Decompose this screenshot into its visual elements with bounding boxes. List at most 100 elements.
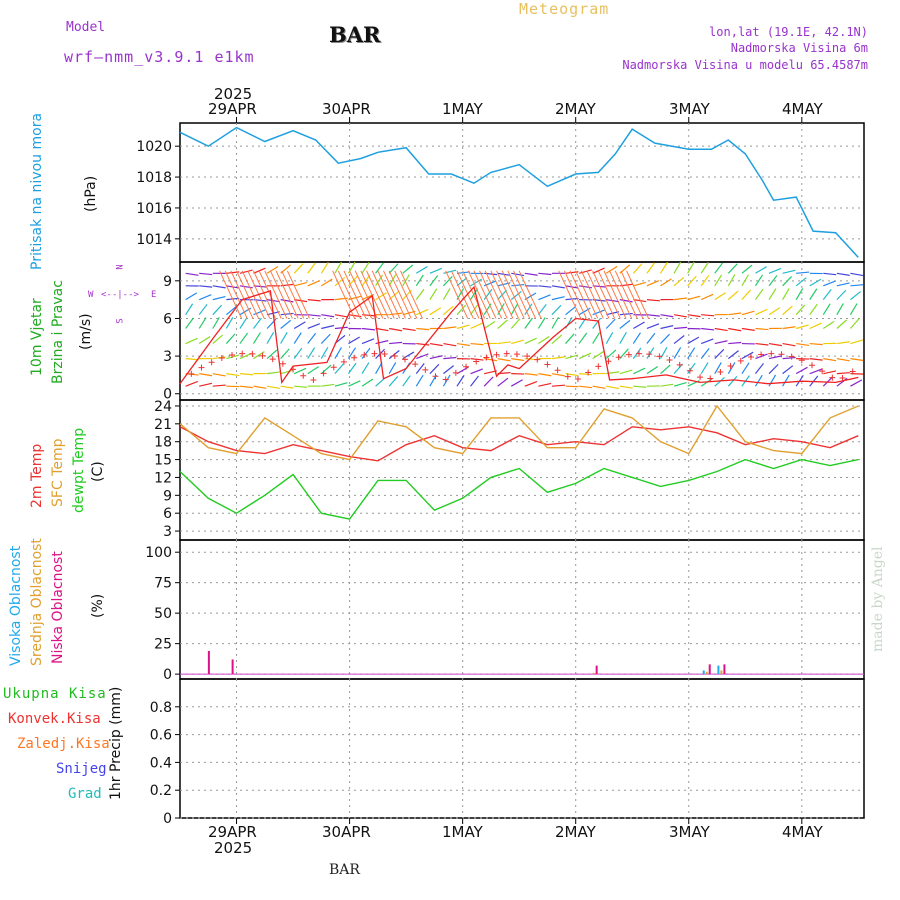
wind-arrow [592,309,605,316]
wind-arrow [307,323,321,330]
wind-arrow [307,347,316,359]
compass-arrows: <--|--> [101,290,139,300]
wind-arrow [416,342,430,346]
wind-arrow [700,362,709,374]
wind-gust-marker [686,367,693,374]
wind-arrow [809,342,823,346]
wind-gust-marker [351,354,358,361]
wind-gust-marker [615,354,622,361]
wind-strong-hatch [337,270,361,319]
wind-arrow [348,380,361,387]
wind-gust-marker [340,358,347,365]
wind-strong-hatch [507,270,531,319]
y-tick-label: 12 [154,470,172,486]
wind-arrow [198,303,208,316]
wind-gust-marker [595,363,602,370]
wind-arrow [537,303,547,316]
wind-arrow [415,274,424,287]
wind-arrow [443,342,457,347]
wind-arrow [280,348,290,359]
bottom-day-label: 29APR [208,823,257,841]
wind-arrow [389,327,403,332]
wind-arrow [470,342,484,346]
wind-arrow [782,288,790,300]
temp-sfc-line [179,404,859,461]
wind-arrow [185,292,198,301]
top-day-label: 3MAY [669,100,710,118]
wind-arrow [470,368,483,375]
wind-gust-marker [371,350,378,357]
wind-strong-hatch [586,270,610,319]
top-day-label: 29APR [208,100,257,118]
wind-gust-marker [849,368,856,375]
wind-gust-marker [636,350,643,357]
wind-arrow [253,309,266,316]
wind-arrow [578,352,592,360]
legend-convective-rain: Konvek.Kisa [8,711,101,727]
wind-strong-hatch [383,270,406,319]
top-day-label: 2MAY [555,100,596,118]
wind-arrow [551,304,562,316]
wind-gust-marker [310,376,317,383]
wind-arrow [334,314,348,318]
wind-arrow [850,291,861,301]
top-day-label: 4MAY [782,100,823,118]
wind-gust-marker [320,370,327,377]
wind-arrow [796,324,809,330]
compass-s-label: S [115,318,126,324]
wind-arrow [293,263,304,274]
wind-arrow [796,271,810,274]
legend-total-rain: Ukupna Kisa [3,686,107,702]
wind-arrow [579,285,593,289]
wind-arrow [443,305,454,316]
temp-unit: (C) [90,461,106,482]
wind-strong-hatch [609,270,633,319]
wind-arrow [714,362,722,374]
meteogram-title: Meteogram [519,0,610,18]
wind-arrow [239,373,253,376]
wind-arrow [307,332,317,344]
wind-arrow [212,316,220,329]
wind-arrow [768,288,777,300]
wind-arrow [375,274,384,287]
temp-2m-line [179,426,859,462]
wind-gust-marker [381,351,388,358]
wind-arrow [850,339,864,345]
wind-gust-marker [534,356,541,363]
wind-arrow [538,335,550,345]
model-label: Model [66,20,106,35]
wind-arrow [755,266,767,274]
wind-arrow [565,354,579,360]
wind-arrow [348,336,360,345]
wind-arrow [225,333,236,344]
temp-label-1: 2m Temp [29,443,45,508]
wind-strong-hatch [281,270,305,319]
wind-gust-marker [330,364,337,371]
wind-arrow [673,261,682,274]
wind-arrow [334,276,346,287]
wind-arrow [836,341,850,345]
wind-arrow [389,341,403,345]
cloud-bar [705,671,708,675]
wind-arrow [809,303,818,316]
wind-arrow [673,276,685,287]
wind-arrow [212,334,224,344]
wind-compass-icon: W E N S <--|--> [88,264,160,328]
wind-arrow [429,363,440,375]
wind-arrow [823,280,836,287]
wind-arrow [483,320,496,329]
wind-arrow [687,295,701,301]
wind-strong-hatch [592,270,616,319]
wind-arrow [456,304,467,316]
wind-arrow [294,299,308,303]
credit-text: made by Angel [870,546,886,653]
wind-arrow [633,281,647,287]
wind-arrow [198,317,207,329]
wind-arrow [510,318,521,329]
wind-arrow [660,278,672,287]
compass-n-label: N [115,264,126,270]
wind-strong-hatch [275,270,299,319]
cloud-bar [708,664,711,675]
wind-arrow [321,324,335,330]
